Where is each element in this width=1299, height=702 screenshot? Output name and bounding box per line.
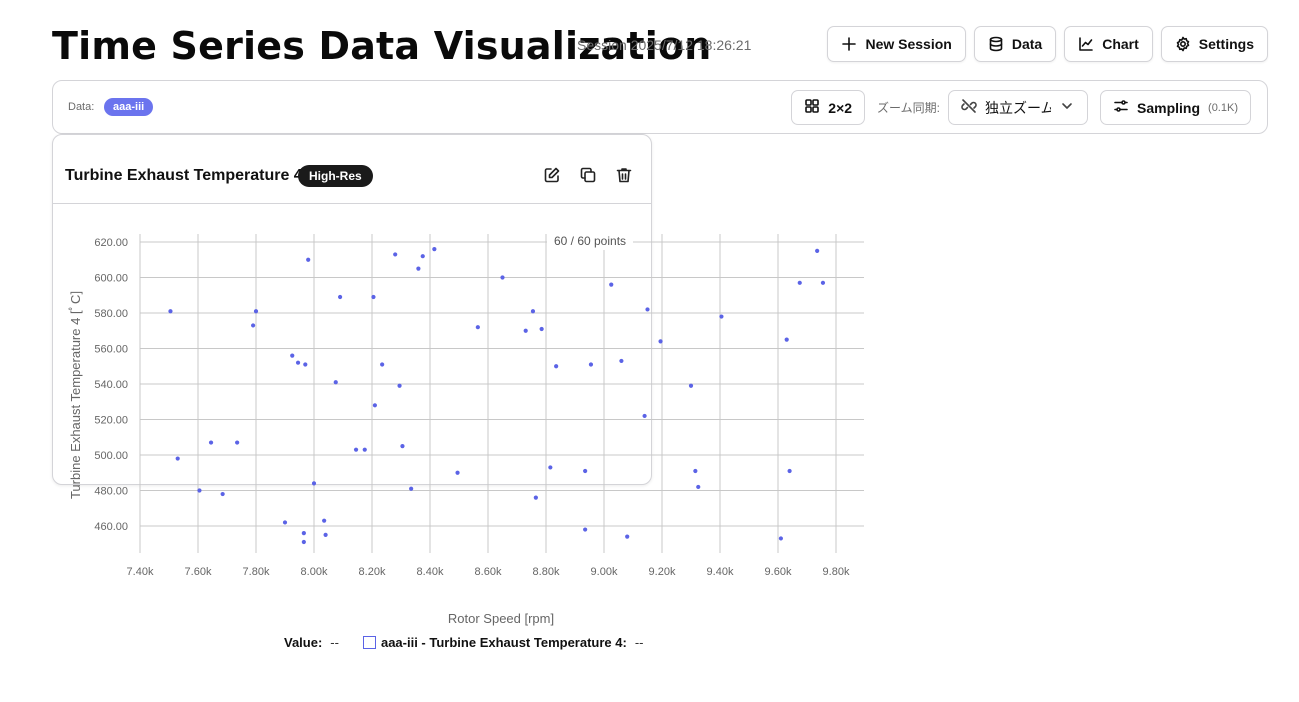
data-label: Data (1011, 36, 1043, 52)
chart-legend: Value: -- aaa-iii - Turbine Exhaust Temp… (284, 635, 644, 650)
data-point (301, 531, 306, 536)
data-point (778, 536, 784, 541)
x-tick-label: 9.40k (707, 566, 734, 578)
data-point (820, 280, 826, 285)
sampling-count: (0.1K) (1208, 101, 1238, 114)
data-point (784, 337, 789, 342)
data-point (583, 527, 588, 532)
x-tick-label: 7.40k (127, 566, 154, 578)
page-title: Time Series Data Visualization (52, 24, 712, 68)
zoom-sync-value: 独立ズーム (985, 99, 1052, 116)
legend-value-label: Value: (284, 635, 323, 650)
x-tick-label: 9.20k (649, 566, 676, 578)
x-tick-label: 8.00k (301, 566, 328, 578)
database-icon (988, 36, 1004, 52)
x-tick-label: 8.80k (533, 566, 560, 578)
legend-series-value: -- (634, 635, 644, 650)
y-tick-label: 460.00 (94, 521, 128, 533)
x-tick-label: 8.60k (475, 566, 502, 578)
chart-card-header: Turbine Exhaust Temperature 4 High-Res (53, 135, 651, 204)
data-point (688, 383, 694, 388)
data-point (658, 339, 663, 344)
data-point (696, 484, 701, 490)
x-tick-label: 9.80k (823, 566, 850, 578)
header-actions: New Session Data Chart Settings (827, 26, 1268, 62)
data-point (693, 468, 698, 474)
sliders-icon (1113, 98, 1129, 117)
sampling-button[interactable]: Sampling (0.1K) (1100, 90, 1251, 125)
zoom-sync-label: ズーム同期: (877, 101, 941, 115)
x-tick-label: 8.20k (359, 566, 386, 578)
copy-icon[interactable] (579, 166, 597, 189)
new-session-button[interactable]: New Session (827, 26, 966, 62)
data-source-label: Data: (68, 101, 95, 113)
y-tick-label: 480.00 (94, 486, 128, 498)
data-source-badge[interactable]: aaa-iii (104, 98, 154, 116)
unlink-icon (961, 98, 977, 117)
sampling-label: Sampling (1137, 99, 1201, 116)
data-point (625, 534, 630, 539)
chart-toolbar: Data: aaa-iii 2×2 ズーム同期: 独立ズーム Sampling … (52, 80, 1268, 134)
legend-series-label: aaa-iii - Turbine Exhaust Temperature 4: (380, 635, 627, 650)
data-point (815, 248, 820, 253)
data-point (719, 314, 724, 319)
data-point (220, 491, 225, 497)
line-chart-icon (1078, 36, 1094, 52)
x-tick-label: 9.60k (765, 566, 792, 578)
session-timestamp: Session 2025/7/12 18:26:21 (577, 37, 752, 53)
data-point (301, 539, 306, 545)
chart-card: Turbine Exhaust Temperature 4 High-Res (52, 134, 652, 485)
data-point (197, 488, 202, 493)
x-axis-label: Rotor Speed [rpm] (448, 611, 554, 626)
data-point (797, 280, 802, 285)
trash-icon[interactable] (615, 166, 633, 189)
gear-icon (1175, 36, 1191, 52)
settings-button[interactable]: Settings (1160, 26, 1268, 62)
layout-button[interactable]: 2×2 (791, 90, 866, 125)
zoom-sync-select[interactable]: 独立ズーム (948, 90, 1089, 125)
data-point (409, 486, 414, 491)
legend-value: -- (330, 635, 339, 650)
data-point (533, 495, 538, 500)
x-tick-label: 9.00k (591, 566, 618, 578)
settings-label: Settings (1198, 36, 1254, 52)
data-point (282, 520, 288, 525)
x-tick-label: 8.40k (417, 566, 444, 578)
chart-title: Turbine Exhaust Temperature 4 (65, 167, 303, 184)
chart-button[interactable]: Chart (1064, 26, 1153, 62)
edit-icon[interactable] (543, 166, 561, 189)
x-tick-label: 7.80k (243, 566, 270, 578)
grid-layout-icon (804, 98, 820, 117)
data-point (322, 518, 327, 523)
chevron-down-icon (1059, 98, 1075, 117)
data-point (323, 532, 328, 537)
chart-label: Chart (1102, 36, 1139, 52)
high-res-badge: High-Res (298, 165, 373, 187)
data-button[interactable]: Data (973, 26, 1057, 62)
new-session-label: New Session (865, 36, 952, 52)
plus-icon (841, 36, 857, 52)
data-point (787, 468, 792, 474)
x-tick-label: 7.60k (185, 566, 212, 578)
series-swatch[interactable] (362, 636, 376, 649)
layout-label: 2×2 (828, 99, 853, 116)
